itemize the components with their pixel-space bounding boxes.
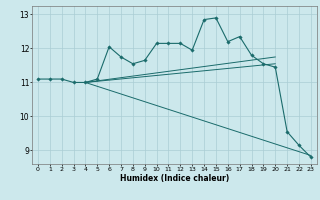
X-axis label: Humidex (Indice chaleur): Humidex (Indice chaleur) bbox=[120, 174, 229, 183]
